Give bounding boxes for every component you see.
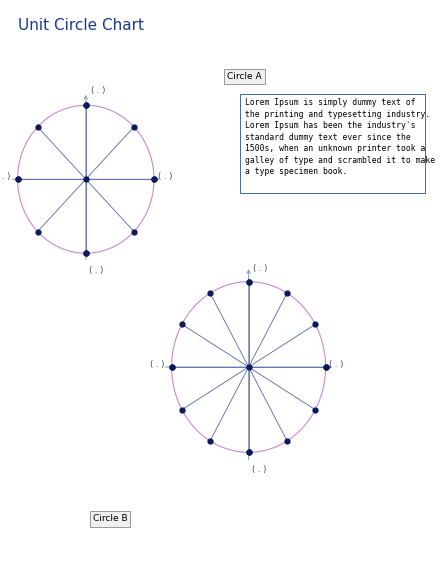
Text: ( . ): ( . ): [0, 172, 11, 182]
Text: Unit Circle Chart: Unit Circle Chart: [18, 18, 143, 33]
Text: Lorem Ipsum is simply dummy text of
the printing and typesetting industry.
Lorem: Lorem Ipsum is simply dummy text of the …: [245, 98, 435, 176]
Text: ( . ): ( . ): [91, 86, 106, 95]
Text: ( . ): ( . ): [252, 465, 267, 474]
Text: ( . ): ( . ): [253, 263, 268, 273]
Text: ( . ): ( . ): [89, 266, 104, 275]
Text: ( . ): ( . ): [150, 360, 165, 369]
Text: ( . ): ( . ): [158, 172, 172, 182]
Text: ( . ): ( . ): [329, 360, 344, 369]
FancyBboxPatch shape: [240, 94, 425, 193]
Text: Circle A: Circle A: [227, 72, 261, 81]
Text: Circle B: Circle B: [93, 514, 127, 523]
